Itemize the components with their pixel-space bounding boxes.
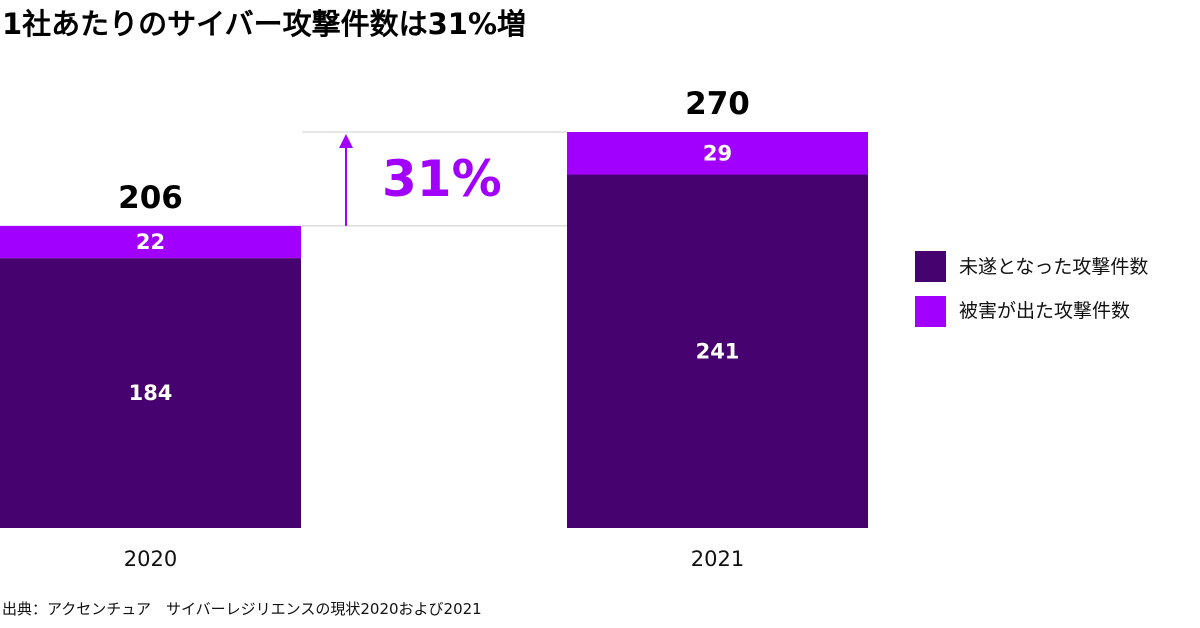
bar-2020-unsuccessful: [0, 258, 301, 528]
growth-percentage-label: 31%: [382, 150, 502, 208]
growth-arrow-icon: [339, 134, 353, 148]
legend-swatch-damaged: [915, 296, 946, 327]
total-label-2021: 270: [685, 86, 750, 122]
data-label-2021-damaged: 29: [703, 141, 732, 165]
legend-label-unsuccessful: 未遂となった攻撃件数: [959, 256, 1148, 278]
legend-swatch-unsuccessful: [915, 251, 946, 282]
bar-2021-damaged: [567, 132, 868, 175]
data-label-2020-damaged: 22: [136, 230, 165, 254]
data-label-2020-unsuccessful: 184: [129, 381, 173, 405]
x-tick-label-2020: 2020: [124, 547, 177, 571]
source-note: 出典：アクセンチュア サイバーレジリエンスの現状2020および2021: [2, 600, 482, 618]
total-label-2020: 206: [118, 180, 183, 216]
bar-2020-damaged: [0, 225, 301, 259]
x-tick-label-2021: 2021: [691, 547, 744, 571]
legend-label-damaged: 被害が出た攻撃件数: [959, 300, 1130, 322]
chart-title: 1社あたりのサイバー攻撃件数は31%増: [2, 7, 526, 41]
data-label-2021-unsuccessful: 241: [696, 339, 740, 363]
bar-2021-unsuccessful: [567, 174, 868, 529]
